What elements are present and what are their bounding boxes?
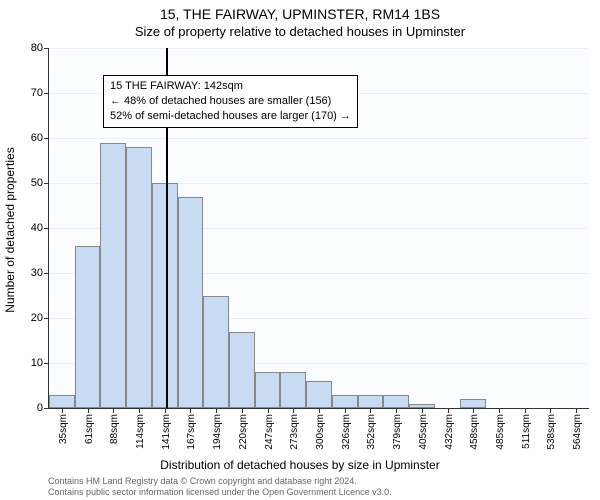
histogram-bar [383,395,409,409]
histogram-bar [229,332,255,409]
histogram-bar [178,197,204,409]
histogram-bar [255,372,281,408]
xtick-mark [88,408,89,413]
ytick-label: 50 [31,177,43,189]
chart-subtitle: Size of property relative to detached ho… [0,24,600,39]
histogram-bar [460,399,486,408]
xtick-mark [448,408,449,413]
plot-area: 0102030405060708035sqm61sqm88sqm114sqm14… [48,48,589,409]
gridline [49,138,589,139]
xtick-mark [550,408,551,413]
ytick-mark [44,318,49,319]
xtick-label: 61sqm [84,414,95,444]
xtick-mark [499,408,500,413]
ytick-mark [44,93,49,94]
histogram-bar [358,395,384,409]
xtick-mark [396,408,397,413]
ytick-label: 20 [31,312,43,324]
xtick-label: 273sqm [289,414,300,450]
xtick-label: 194sqm [212,414,223,450]
xtick-label: 564sqm [572,414,583,450]
info-box: 15 THE FAIRWAY: 142sqm ← 48% of detached… [103,75,358,128]
ytick-mark [44,273,49,274]
ytick-mark [44,138,49,139]
histogram-bar [100,143,126,409]
xtick-mark [216,408,217,413]
ytick-label: 80 [31,42,43,54]
ytick-label: 0 [37,402,43,414]
xtick-mark [525,408,526,413]
histogram-bar [332,395,358,409]
xtick-label: 35sqm [58,414,69,444]
xtick-label: 88sqm [109,414,120,444]
ytick-mark [44,363,49,364]
xtick-mark [370,408,371,413]
histogram-bar [152,183,178,408]
ytick-label: 10 [31,357,43,369]
xtick-label: 326sqm [341,414,352,450]
ytick-label: 60 [31,132,43,144]
xtick-mark [268,408,269,413]
histogram-bar [280,372,306,408]
ytick-mark [44,183,49,184]
xtick-mark [242,408,243,413]
xtick-label: 485sqm [495,414,506,450]
xtick-mark [190,408,191,413]
xtick-mark [113,408,114,413]
ytick-mark [44,48,49,49]
footer-attribution: Contains HM Land Registry data © Crown c… [48,476,392,498]
gridline [49,48,589,49]
ytick-label: 70 [31,87,43,99]
xtick-label: 405sqm [418,414,429,450]
xtick-mark [139,408,140,413]
xtick-label: 352sqm [366,414,377,450]
chart-title: 15, THE FAIRWAY, UPMINSTER, RM14 1BS [0,6,600,22]
y-axis-label: Number of detached properties [3,147,17,312]
xtick-mark [422,408,423,413]
xtick-label: 114sqm [135,414,146,449]
x-axis-label: Distribution of detached houses by size … [0,458,600,472]
xtick-mark [576,408,577,413]
xtick-label: 220sqm [238,414,249,450]
xtick-label: 379sqm [392,414,403,450]
histogram-bar [75,246,101,408]
xtick-mark [319,408,320,413]
xtick-label: 300sqm [315,414,326,450]
xtick-label: 167sqm [186,414,197,450]
xtick-mark [293,408,294,413]
info-line1: 15 THE FAIRWAY: 142sqm [110,79,351,94]
ytick-label: 30 [31,267,43,279]
ytick-label: 40 [31,222,43,234]
ytick-mark [44,408,49,409]
xtick-mark [165,408,166,413]
footer-line2: Contains public sector information licen… [48,487,392,498]
histogram-bar [126,147,152,408]
footer-line1: Contains HM Land Registry data © Crown c… [48,476,392,487]
xtick-label: 432sqm [444,414,455,450]
xtick-mark [62,408,63,413]
xtick-mark [345,408,346,413]
xtick-label: 511sqm [521,414,532,449]
info-line3: 52% of semi-detached houses are larger (… [110,109,351,124]
chart-container: 15, THE FAIRWAY, UPMINSTER, RM14 1BS Siz… [0,0,600,500]
histogram-bar [306,381,332,408]
xtick-label: 141sqm [161,414,172,450]
histogram-bar [49,395,75,409]
histogram-bar [203,296,229,409]
xtick-label: 458sqm [469,414,480,450]
ytick-mark [44,228,49,229]
info-line2: ← 48% of detached houses are smaller (15… [110,94,351,109]
xtick-mark [473,408,474,413]
xtick-label: 247sqm [264,414,275,450]
xtick-label: 538sqm [546,414,557,450]
